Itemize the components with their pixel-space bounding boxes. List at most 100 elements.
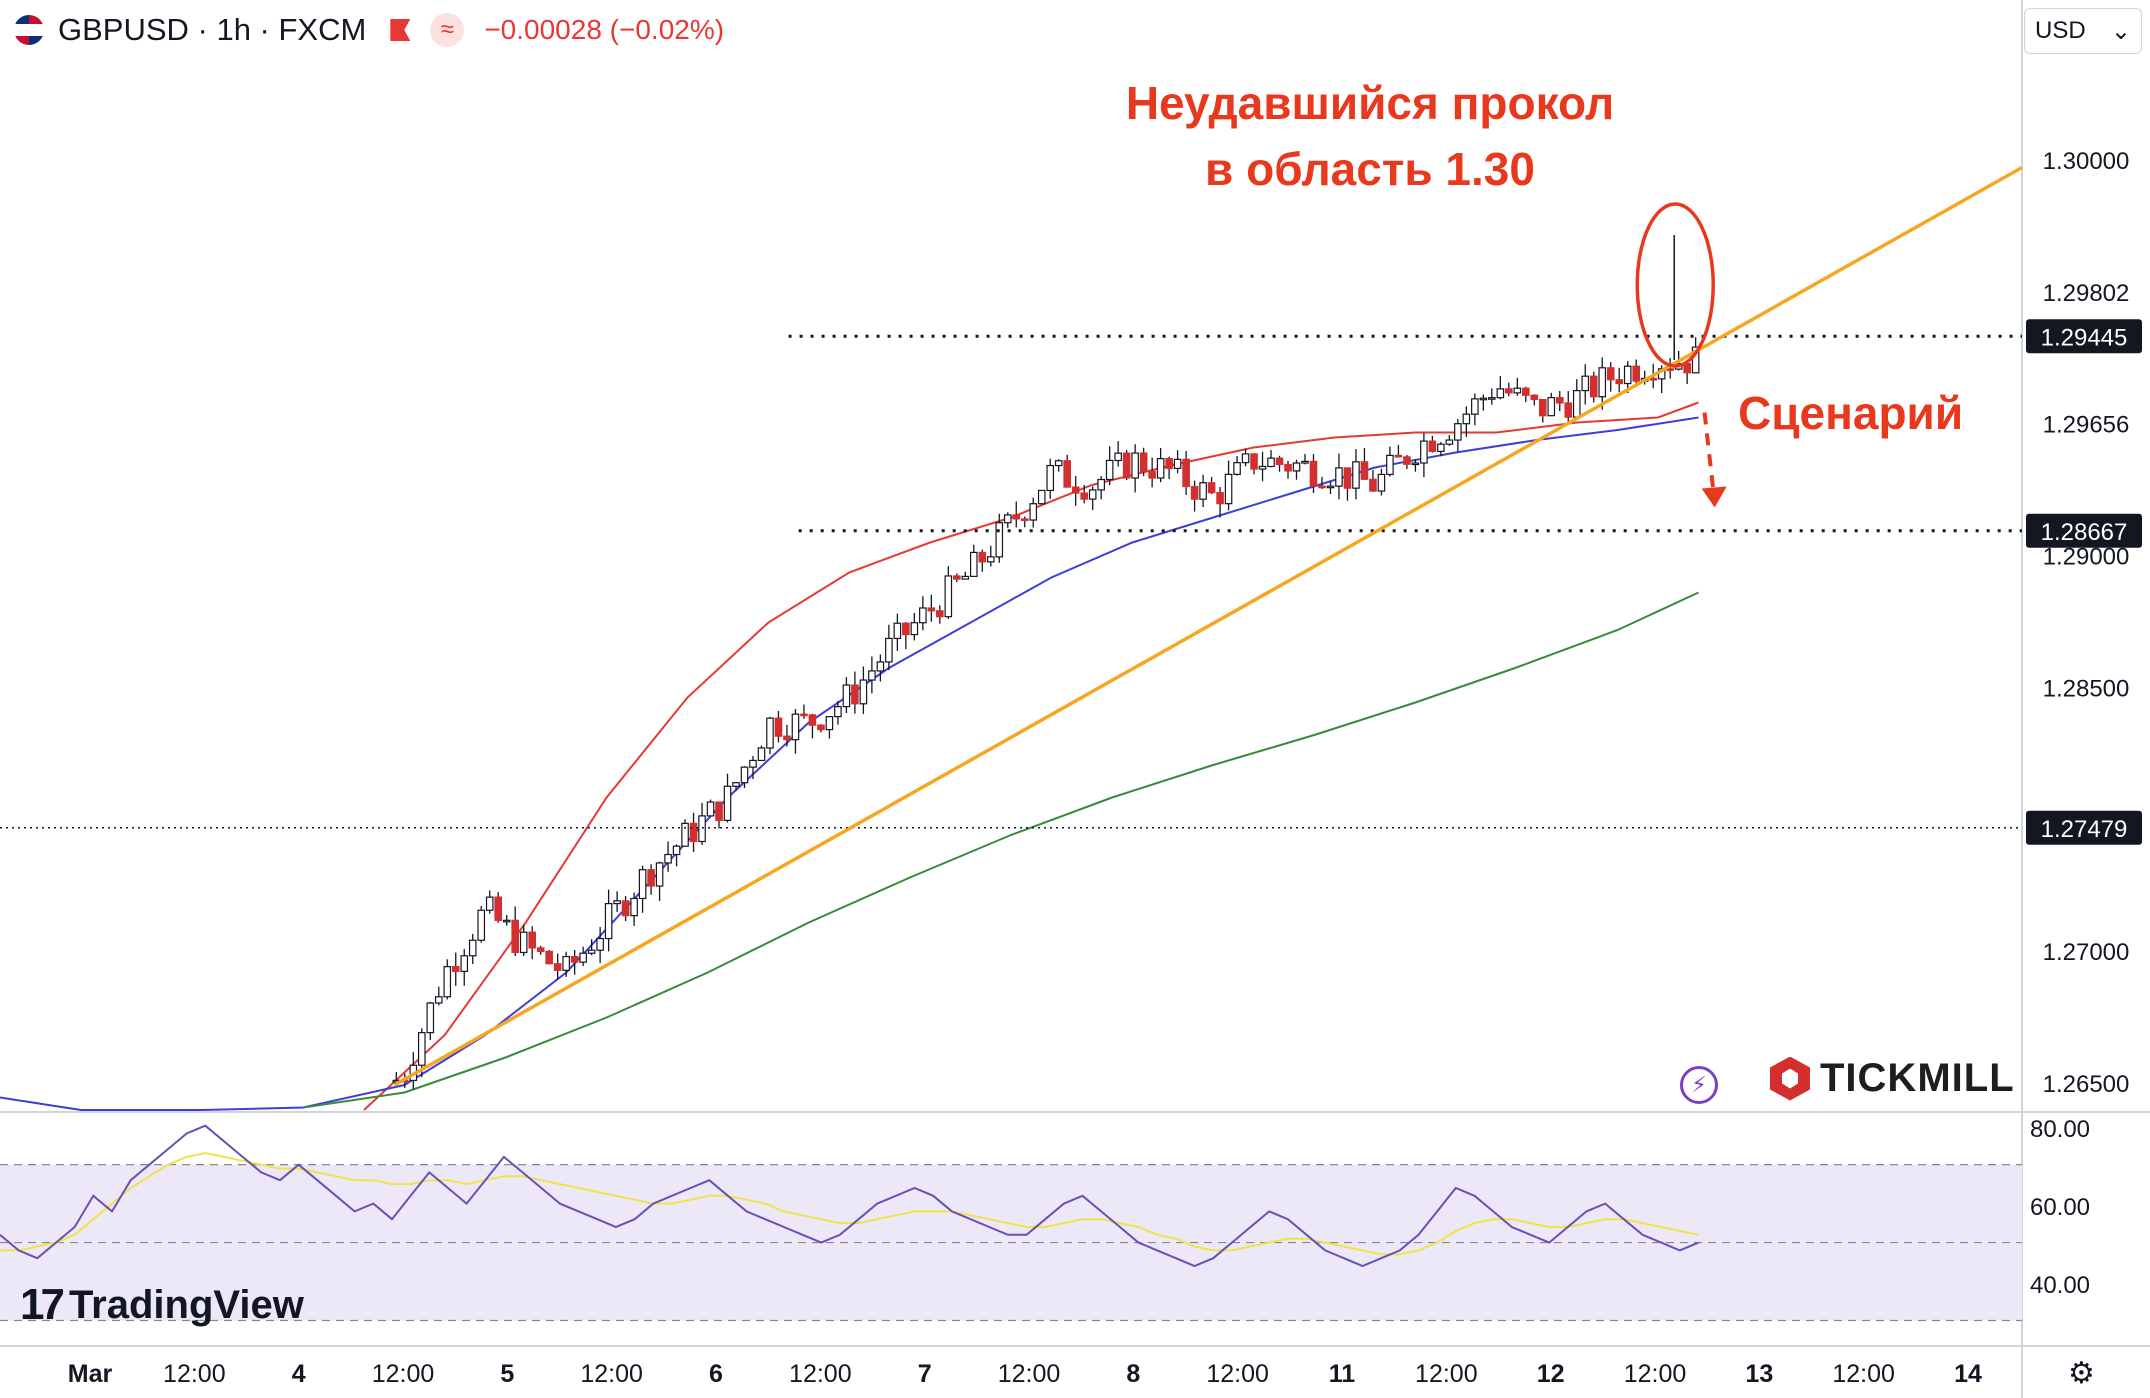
- candle-up: [1581, 375, 1590, 392]
- flag-marker-icon[interactable]: [390, 19, 411, 41]
- candle-down: [1343, 467, 1352, 489]
- time-tick-label: 12:00: [372, 1360, 435, 1388]
- candle-down: [1148, 470, 1156, 479]
- candle-down: [1649, 377, 1657, 381]
- candle-up: [664, 853, 672, 864]
- candle-down: [927, 607, 936, 612]
- time-tick-label: 12:00: [1832, 1360, 1895, 1388]
- candle-up: [1156, 457, 1165, 479]
- time-tick-label: 12:00: [1206, 1360, 1269, 1388]
- candle-down: [1589, 375, 1598, 398]
- moving-average-blue: [0, 416, 1699, 1111]
- candle-up: [825, 716, 834, 731]
- candle-down: [1182, 458, 1190, 488]
- lightning-icon[interactable]: ⚡: [1680, 1066, 1718, 1104]
- symbol-label[interactable]: GBPUSD · 1h · FXCM: [58, 12, 367, 47]
- candle-up: [468, 939, 477, 957]
- candle-up: [868, 670, 876, 681]
- candle-up: [655, 862, 664, 887]
- candle-up: [1547, 397, 1556, 417]
- candle-up: [706, 801, 715, 817]
- candle-up: [1488, 397, 1496, 400]
- price-label-box: [2026, 810, 2142, 845]
- rsi-signal-line: [0, 1151, 1699, 1256]
- candle-down: [1632, 365, 1641, 382]
- time-tick-label: 12:00: [789, 1360, 852, 1388]
- candle-up: [791, 713, 800, 741]
- candle-up: [1199, 482, 1207, 500]
- candle-up: [1496, 388, 1505, 399]
- time-tick-label: 7: [918, 1360, 932, 1388]
- price-label-box: [2026, 319, 2142, 354]
- candle-down: [851, 684, 859, 705]
- candle-up: [519, 931, 528, 954]
- candle-up: [1445, 439, 1454, 445]
- candle-down: [1615, 379, 1624, 385]
- candle-up: [944, 575, 953, 618]
- candle-up: [885, 637, 893, 663]
- candle-up: [1241, 453, 1250, 464]
- candle-up: [1471, 398, 1479, 415]
- time-tick-label: 13: [1745, 1360, 1773, 1388]
- candle-up: [1411, 462, 1420, 466]
- candle-down: [570, 955, 579, 963]
- tickmill-logo: TICKMILL: [1770, 1056, 2015, 1101]
- candle-up: [1131, 452, 1139, 479]
- candle-up: [1623, 365, 1632, 385]
- candle-down: [1207, 482, 1216, 494]
- time-tick-label: 12:00: [998, 1360, 1061, 1388]
- time-tick-label: 12:00: [1415, 1360, 1478, 1388]
- candle-up: [1572, 389, 1581, 418]
- candle-up: [893, 622, 902, 640]
- candle-up: [460, 955, 469, 972]
- candle-up: [1258, 465, 1267, 470]
- rsi-tick-label: 60.00: [2030, 1194, 2090, 1221]
- candle-up: [604, 903, 613, 940]
- candle-up: [443, 966, 452, 998]
- candle-up: [757, 747, 766, 762]
- candle-down: [621, 900, 630, 917]
- candle-up: [1003, 514, 1012, 524]
- candle-down: [1564, 402, 1573, 418]
- trendline: [393, 165, 2023, 1087]
- currency-selector[interactable]: USD ⌄: [2024, 8, 2142, 54]
- candle-up: [1233, 462, 1241, 475]
- candle-up: [723, 785, 732, 821]
- candle-up: [1352, 461, 1360, 489]
- moving-average-red: [363, 401, 1699, 1111]
- settings-icon[interactable]: ⚙: [2068, 1357, 2095, 1390]
- approx-icon[interactable]: ≈: [430, 13, 465, 47]
- time-tick-label: 8: [1126, 1360, 1140, 1388]
- moving-average-green: [303, 591, 1699, 1109]
- candle-up: [1437, 443, 1445, 452]
- candle-down: [494, 896, 503, 921]
- candle-down: [1403, 456, 1411, 465]
- gbp-usd-flag-icon: [14, 15, 44, 45]
- candle-up: [1479, 397, 1488, 401]
- candle-up: [477, 909, 486, 941]
- candle-up: [740, 766, 749, 784]
- candle-down: [1020, 518, 1029, 522]
- candle-down: [800, 713, 808, 717]
- candle-up: [698, 815, 706, 843]
- candle-down: [647, 869, 655, 887]
- price-tick-label: 1.26500: [2043, 1071, 2130, 1098]
- candle-down: [1606, 367, 1615, 381]
- candle-down: [545, 950, 553, 965]
- candle-up: [859, 679, 868, 705]
- candle-down: [553, 963, 562, 971]
- candle-down: [1505, 388, 1513, 394]
- candle-up: [1420, 440, 1428, 464]
- candle-up: [1267, 457, 1275, 468]
- candle-down: [536, 947, 545, 953]
- candle-down: [1428, 440, 1437, 452]
- time-tick-label: 11: [1329, 1360, 1356, 1388]
- candle-down: [689, 822, 698, 843]
- time-axis: Mar 12:00 4 12:00 5 12:00 6 12:00 7 12:00 8 12:00 11…: [68, 1360, 1982, 1388]
- candle-down: [715, 801, 723, 821]
- candle-up: [1097, 478, 1105, 491]
- candle-down: [1538, 398, 1547, 417]
- candle-down: [1080, 492, 1088, 500]
- candle-up: [1037, 489, 1046, 505]
